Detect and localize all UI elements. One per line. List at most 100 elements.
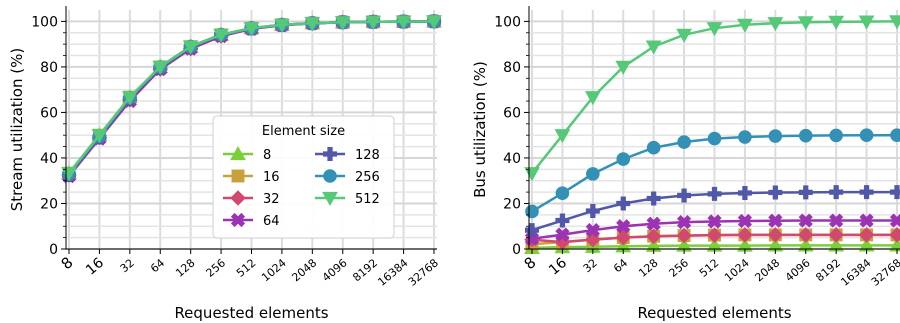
data-point xyxy=(677,188,692,203)
data-point xyxy=(797,16,814,31)
data-point xyxy=(230,212,246,228)
data-point xyxy=(616,196,631,211)
data-point xyxy=(616,152,631,166)
data-point xyxy=(426,15,442,30)
data-point xyxy=(858,227,875,243)
data-point xyxy=(121,91,138,106)
data-point xyxy=(555,213,570,228)
y-tick-label: 40 xyxy=(40,151,58,167)
x-tick-label: 256 xyxy=(204,256,228,279)
data-point xyxy=(645,228,662,244)
x-tick-label: 4096 xyxy=(320,256,350,284)
data-point xyxy=(395,15,412,30)
x-tick-label: 32768 xyxy=(869,256,900,288)
data-point xyxy=(322,191,338,207)
data-point xyxy=(828,15,845,30)
x-tick-label: 16384 xyxy=(838,256,873,288)
legend-item-64: 64 xyxy=(223,212,280,229)
x-tick-label: 1024 xyxy=(722,256,752,284)
legend-item-128: 128 xyxy=(315,147,380,163)
data-point xyxy=(586,167,600,181)
data-point xyxy=(615,60,632,75)
x-tick-label: 64 xyxy=(611,256,630,275)
series-512 xyxy=(524,15,900,182)
data-point xyxy=(230,190,246,206)
data-point xyxy=(737,213,753,229)
x-axis-label: Requested elements xyxy=(637,304,791,322)
bus-utilization-chart: 0 20 40 60 80 100 8 16 32 64 128 256 512 1024 2048 4096… xyxy=(471,6,900,322)
data-point xyxy=(323,169,337,183)
data-point xyxy=(584,91,601,106)
x-tick-label: 32768 xyxy=(406,256,441,288)
data-point xyxy=(243,22,260,37)
y-tick-label: 40 xyxy=(503,151,521,167)
x-tick-label: 2048 xyxy=(289,256,319,284)
x-tick-label: 512 xyxy=(697,256,721,279)
data-point xyxy=(274,18,290,33)
data-point xyxy=(615,229,631,246)
data-point xyxy=(525,223,539,238)
x-tick-label: 32 xyxy=(118,256,137,275)
data-point xyxy=(334,16,351,31)
x-tick-label: 16 xyxy=(546,255,570,279)
x-tick-label: 256 xyxy=(667,256,691,279)
legend-label: 512 xyxy=(355,192,380,207)
series-64 xyxy=(524,213,900,246)
data-point xyxy=(889,15,900,30)
legend-label: 64 xyxy=(263,214,280,229)
y-tick-label: 20 xyxy=(503,196,521,212)
y-axis-label: Stream utilization (%) xyxy=(8,48,26,211)
x-tick-label: 16 xyxy=(83,255,107,279)
data-point xyxy=(767,17,784,32)
legend-label: 32 xyxy=(263,192,280,207)
legend-item-32: 32 xyxy=(223,190,280,207)
data-point xyxy=(768,129,783,143)
x-tick-label: 2048 xyxy=(752,256,782,284)
data-point xyxy=(304,17,321,32)
legend-label: 128 xyxy=(355,148,380,163)
y-tick-label: 100 xyxy=(31,14,58,30)
data-point xyxy=(829,185,844,200)
legend-label: 16 xyxy=(263,170,280,185)
data-point xyxy=(231,169,245,183)
legend-item-16: 16 xyxy=(223,169,280,185)
data-point xyxy=(365,15,382,30)
data-point xyxy=(646,191,661,206)
data-point xyxy=(858,15,875,30)
data-point xyxy=(645,40,662,55)
legend-title: Element size xyxy=(262,124,345,139)
series-128 xyxy=(525,185,900,238)
y-tick-label: 60 xyxy=(40,105,58,121)
legend-label: 8 xyxy=(263,148,271,163)
data-point xyxy=(230,145,246,161)
data-point xyxy=(737,18,753,33)
x-tick-label: 1024 xyxy=(259,256,289,284)
x-axis-label: Requested elements xyxy=(174,304,328,322)
data-point xyxy=(768,185,783,200)
y-tick-label: 60 xyxy=(503,105,521,121)
data-point xyxy=(323,147,337,161)
series-256 xyxy=(525,128,900,219)
data-point xyxy=(706,227,723,243)
data-point xyxy=(767,227,784,243)
x-tick-label: 32 xyxy=(581,256,600,275)
legend: Element size 8 16 32 64 128 256 512 xyxy=(212,115,395,239)
legend-item-256: 256 xyxy=(315,169,380,185)
legend-label: 256 xyxy=(355,170,380,185)
data-point xyxy=(859,213,874,228)
series-group xyxy=(524,15,900,254)
data-point xyxy=(890,128,900,142)
data-point xyxy=(798,227,814,243)
data-point xyxy=(91,129,108,144)
data-point xyxy=(555,227,570,242)
data-point xyxy=(706,22,723,37)
data-point xyxy=(182,40,199,55)
y-axis-label: Bus utilization (%) xyxy=(471,61,489,198)
data-point xyxy=(707,186,722,201)
data-point xyxy=(213,28,229,43)
data-point xyxy=(585,203,600,218)
data-point xyxy=(889,227,900,243)
data-point xyxy=(616,219,631,234)
